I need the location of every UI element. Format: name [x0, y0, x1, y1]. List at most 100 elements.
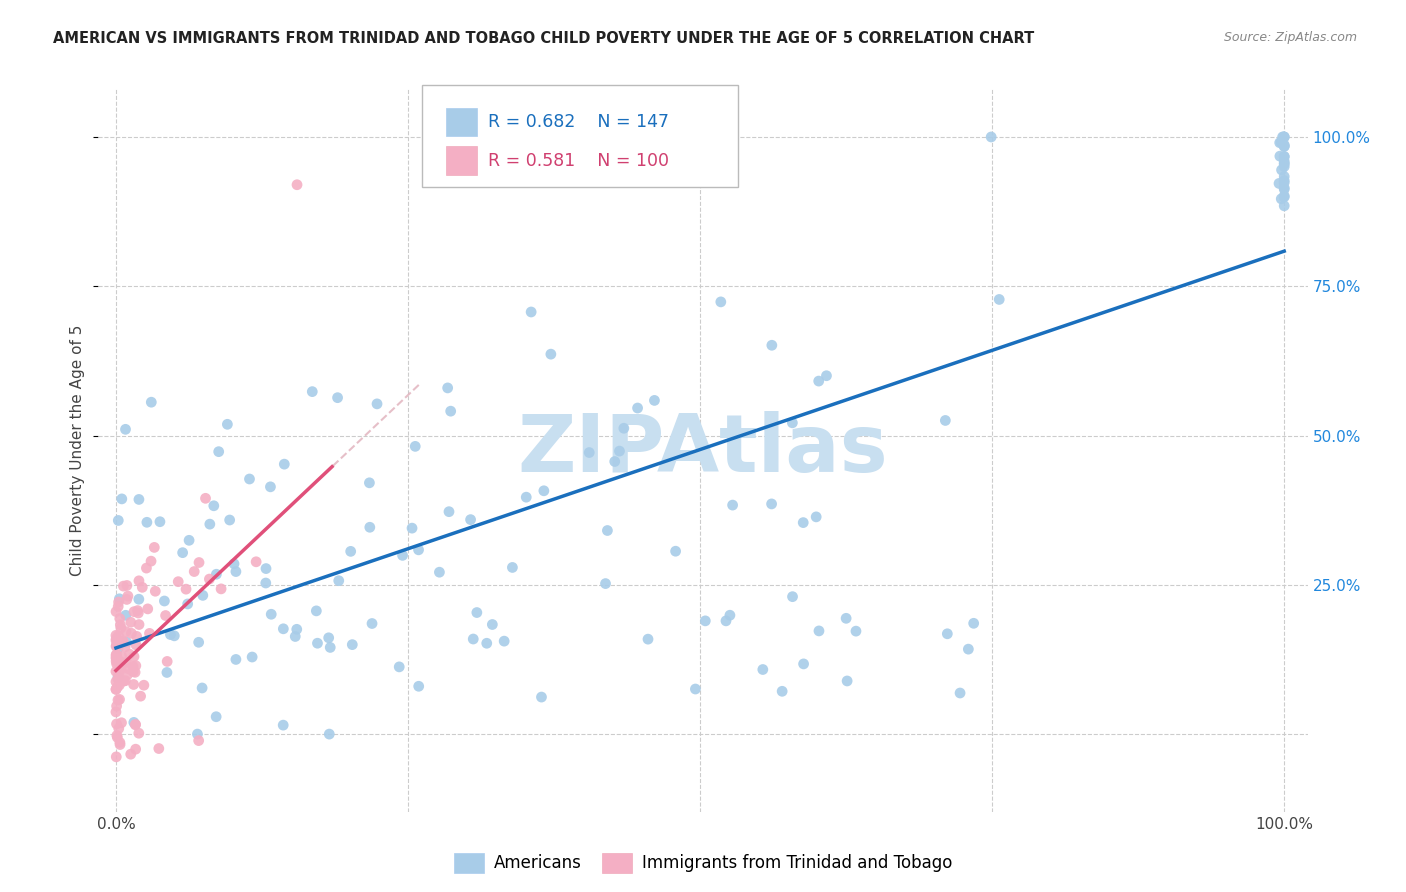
- Point: [463, 632, 485, 646]
- Point: [112, 634, 135, 648]
- Point: [112, 674, 135, 689]
- Point: [339, 544, 361, 558]
- Point: [793, 657, 815, 671]
- Point: [401, 521, 423, 535]
- Point: [218, 513, 240, 527]
- Point: [105, 650, 128, 665]
- Point: [105, 648, 128, 663]
- Point: [494, 634, 516, 648]
- Point: [104, 674, 127, 689]
- Point: [1272, 190, 1295, 204]
- Point: [156, 665, 179, 680]
- Point: [1272, 160, 1295, 174]
- Point: [460, 513, 482, 527]
- Point: [153, 594, 176, 608]
- Point: [148, 741, 170, 756]
- Point: [187, 635, 209, 649]
- Text: AMERICAN VS IMMIGRANTS FROM TRINIDAD AND TOBAGO CHILD POVERTY UNDER THE AGE OF 5: AMERICAN VS IMMIGRANTS FROM TRINIDAD AND…: [53, 31, 1035, 46]
- Point: [177, 533, 200, 548]
- Point: [128, 726, 150, 740]
- Point: [1272, 137, 1295, 152]
- Point: [225, 652, 247, 666]
- Point: [807, 374, 830, 388]
- Point: [1270, 163, 1292, 178]
- Point: [1272, 189, 1295, 203]
- Point: [714, 614, 737, 628]
- Point: [120, 615, 142, 630]
- Point: [1272, 149, 1295, 163]
- Point: [273, 622, 295, 636]
- Point: [107, 641, 129, 656]
- Point: [761, 497, 783, 511]
- Point: [685, 681, 707, 696]
- Point: [782, 590, 804, 604]
- Point: [120, 626, 142, 640]
- Point: [359, 475, 381, 490]
- Point: [110, 673, 132, 688]
- Point: [107, 722, 129, 736]
- Point: [260, 607, 283, 622]
- Point: [988, 293, 1011, 307]
- Point: [122, 715, 145, 730]
- Point: [205, 567, 228, 582]
- Point: [238, 472, 260, 486]
- Point: [254, 576, 277, 591]
- Point: [194, 491, 217, 506]
- Point: [108, 678, 131, 692]
- Point: [198, 517, 221, 532]
- Point: [105, 680, 128, 694]
- Point: [695, 614, 717, 628]
- Point: [359, 520, 381, 534]
- Point: [105, 640, 128, 654]
- Point: [105, 638, 128, 652]
- Point: [174, 582, 197, 596]
- Point: [125, 629, 148, 643]
- Point: [429, 565, 451, 579]
- Point: [108, 692, 131, 706]
- Point: [107, 595, 129, 609]
- Point: [957, 642, 980, 657]
- Point: [128, 574, 150, 588]
- Point: [138, 626, 160, 640]
- Point: [437, 505, 460, 519]
- Point: [105, 632, 128, 646]
- Point: [128, 492, 150, 507]
- Point: [318, 631, 340, 645]
- Point: [408, 679, 430, 693]
- Point: [1272, 176, 1295, 190]
- Point: [125, 638, 148, 652]
- Point: [481, 617, 503, 632]
- Point: [770, 684, 793, 698]
- Point: [440, 404, 463, 418]
- Point: [1272, 139, 1295, 153]
- Point: [515, 490, 537, 504]
- Point: [159, 627, 181, 641]
- Point: [105, 654, 128, 668]
- Point: [108, 735, 131, 749]
- Point: [259, 480, 281, 494]
- Point: [1272, 181, 1295, 195]
- Point: [792, 516, 814, 530]
- Point: [361, 616, 384, 631]
- Point: [124, 665, 146, 680]
- Point: [172, 546, 194, 560]
- Point: [721, 498, 744, 512]
- Point: [963, 616, 986, 631]
- Point: [202, 499, 225, 513]
- Point: [284, 630, 307, 644]
- Point: [122, 677, 145, 691]
- Point: [136, 602, 159, 616]
- Point: [135, 561, 157, 575]
- Point: [131, 580, 153, 594]
- Point: [111, 649, 134, 664]
- Point: [637, 632, 659, 647]
- Point: [188, 556, 211, 570]
- Point: [245, 555, 267, 569]
- Point: [319, 640, 342, 655]
- Point: [240, 650, 263, 665]
- Point: [609, 444, 631, 458]
- Point: [104, 628, 127, 642]
- Point: [191, 681, 214, 695]
- Point: [139, 554, 162, 568]
- Point: [176, 597, 198, 611]
